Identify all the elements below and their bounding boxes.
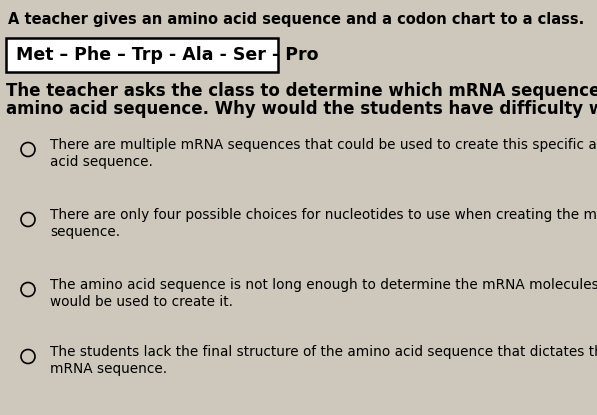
- Text: The students lack the final structure of the amino acid sequence that dictates t: The students lack the final structure of…: [50, 345, 597, 359]
- Text: acid sequence.: acid sequence.: [50, 155, 153, 169]
- Text: mRNA sequence.: mRNA sequence.: [50, 362, 167, 376]
- Text: amino acid sequence. Why would the students have difficulty with this assignment: amino acid sequence. Why would the stude…: [6, 100, 597, 118]
- Bar: [6, 38, 278, 72]
- Text: The amino acid sequence is not long enough to determine the mRNA molecules that: The amino acid sequence is not long enou…: [50, 278, 597, 292]
- Text: sequence.: sequence.: [50, 225, 120, 239]
- Text: The teacher asks the class to determine which mRNA sequence was used to create t: The teacher asks the class to determine …: [6, 82, 597, 100]
- Text: would be used to create it.: would be used to create it.: [50, 295, 233, 309]
- Text: A teacher gives an amino acid sequence and a codon chart to a class.: A teacher gives an amino acid sequence a…: [8, 12, 584, 27]
- Text: There are only four possible choices for nucleotides to use when creating the mR: There are only four possible choices for…: [50, 208, 597, 222]
- Text: Met – Phe – Trp - Ala - Ser - Pro: Met – Phe – Trp - Ala - Ser - Pro: [16, 46, 319, 64]
- Text: There are multiple mRNA sequences that could be used to create this specific ami: There are multiple mRNA sequences that c…: [50, 138, 597, 152]
